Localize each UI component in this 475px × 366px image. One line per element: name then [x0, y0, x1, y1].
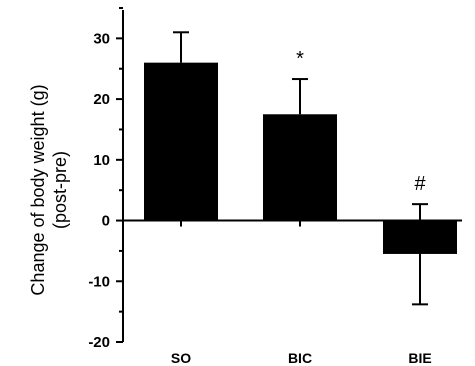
x-tick-label-so: SO	[171, 350, 191, 366]
bar-bic	[263, 114, 337, 221]
y-tick-label: 10	[93, 152, 110, 169]
significance-marker: #	[414, 173, 426, 195]
y-tick-label: 0	[102, 213, 110, 230]
y-tick-label: 20	[93, 91, 110, 108]
y-tick-label: -10	[88, 273, 110, 290]
y-tick-label: -20	[88, 334, 110, 351]
y-axis-label-line-2: (post-pre)	[50, 151, 70, 229]
y-tick-label: 30	[93, 30, 110, 47]
x-tick-label-bic: BIC	[288, 350, 312, 366]
x-tick-label-bie: BIE	[408, 350, 431, 366]
plot-area: -20 -10 0 10 20 30 SO BIC * BIE #	[88, 7, 462, 366]
significance-marker: *	[296, 48, 304, 70]
bar-so	[144, 62, 218, 221]
y-axis-label-line-1: Change of body weight (g)	[28, 84, 48, 295]
